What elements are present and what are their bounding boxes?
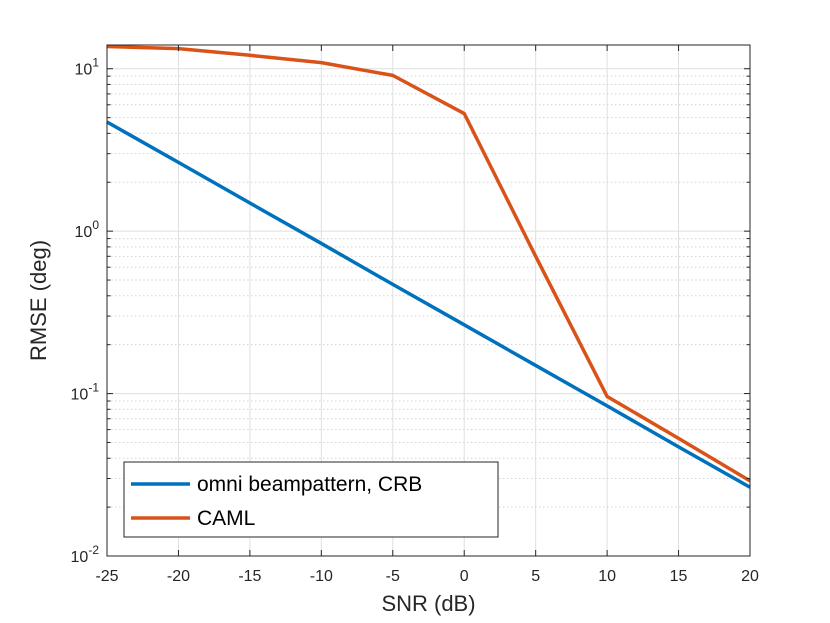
series-line-1 <box>106 44 751 483</box>
x-axis-label: SNR (dB) <box>381 591 475 616</box>
y-tick-label: 100 <box>75 218 100 241</box>
x-tick-label: -15 <box>238 568 261 585</box>
legend-box <box>123 461 499 538</box>
series-layer <box>106 44 751 489</box>
y-tick-labels: 10-2 10-1 100 101 <box>71 56 100 566</box>
legend: omni beampattern, CRB CAML <box>123 461 499 538</box>
x-tick-label: -10 <box>310 568 333 585</box>
x-tick-label: 15 <box>670 568 688 585</box>
legend-label-omni-crb: omni beampattern, CRB <box>197 473 422 496</box>
legend-label-caml: CAML <box>197 507 255 530</box>
x-tick-label: 20 <box>741 568 759 585</box>
x-tick-label: -25 <box>95 568 118 585</box>
x-tick-labels: -25 -20 -15 -10 -5 0 5 10 15 20 <box>95 568 759 585</box>
y-tick-label: 101 <box>75 56 100 79</box>
x-tick-label: 10 <box>598 568 616 585</box>
x-tick-label: -20 <box>167 568 190 585</box>
series-line-0 <box>106 120 751 489</box>
y-axis-label: RMSE (deg) <box>26 240 51 361</box>
x-tick-label: 0 <box>460 568 469 585</box>
x-tick-label: 5 <box>531 568 540 585</box>
axes-box <box>106 44 751 557</box>
x-tick-label: -5 <box>386 568 400 585</box>
y-tick-label: 10-2 <box>71 543 100 566</box>
y-tick-label: 10-1 <box>71 381 100 404</box>
tick-marks <box>106 45 751 557</box>
